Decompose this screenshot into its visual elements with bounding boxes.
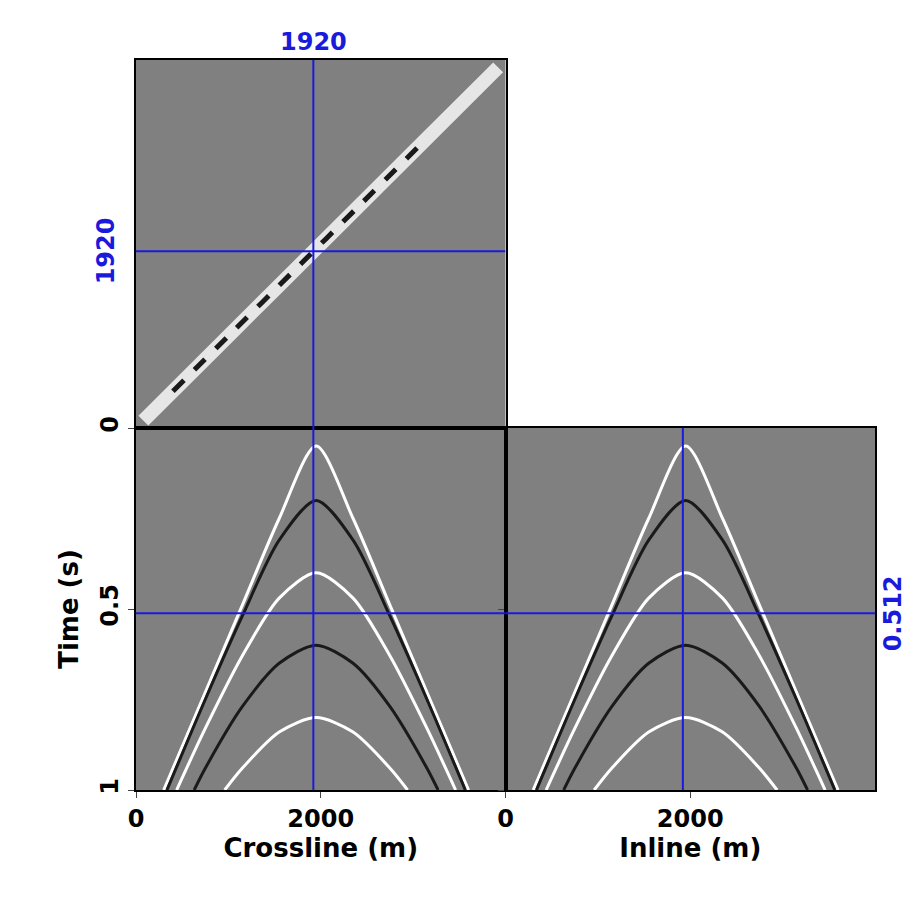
svg-text:1: 1: [96, 778, 124, 795]
svg-text:2000: 2000: [287, 805, 354, 833]
svg-text:0.5: 0.5: [96, 584, 124, 627]
svg-text:0: 0: [96, 416, 124, 433]
svg-text:1920: 1920: [280, 28, 347, 56]
svg-text:0: 0: [128, 805, 145, 833]
svg-text:0.512: 0.512: [879, 575, 907, 651]
svg-text:Time (s): Time (s): [54, 549, 84, 669]
svg-text:Crossline (m): Crossline (m): [223, 833, 418, 863]
svg-text:2000: 2000: [657, 805, 724, 833]
svg-text:0: 0: [497, 805, 514, 833]
svg-text:1920: 1920: [92, 218, 120, 285]
svg-text:Inline (m): Inline (m): [619, 833, 761, 863]
